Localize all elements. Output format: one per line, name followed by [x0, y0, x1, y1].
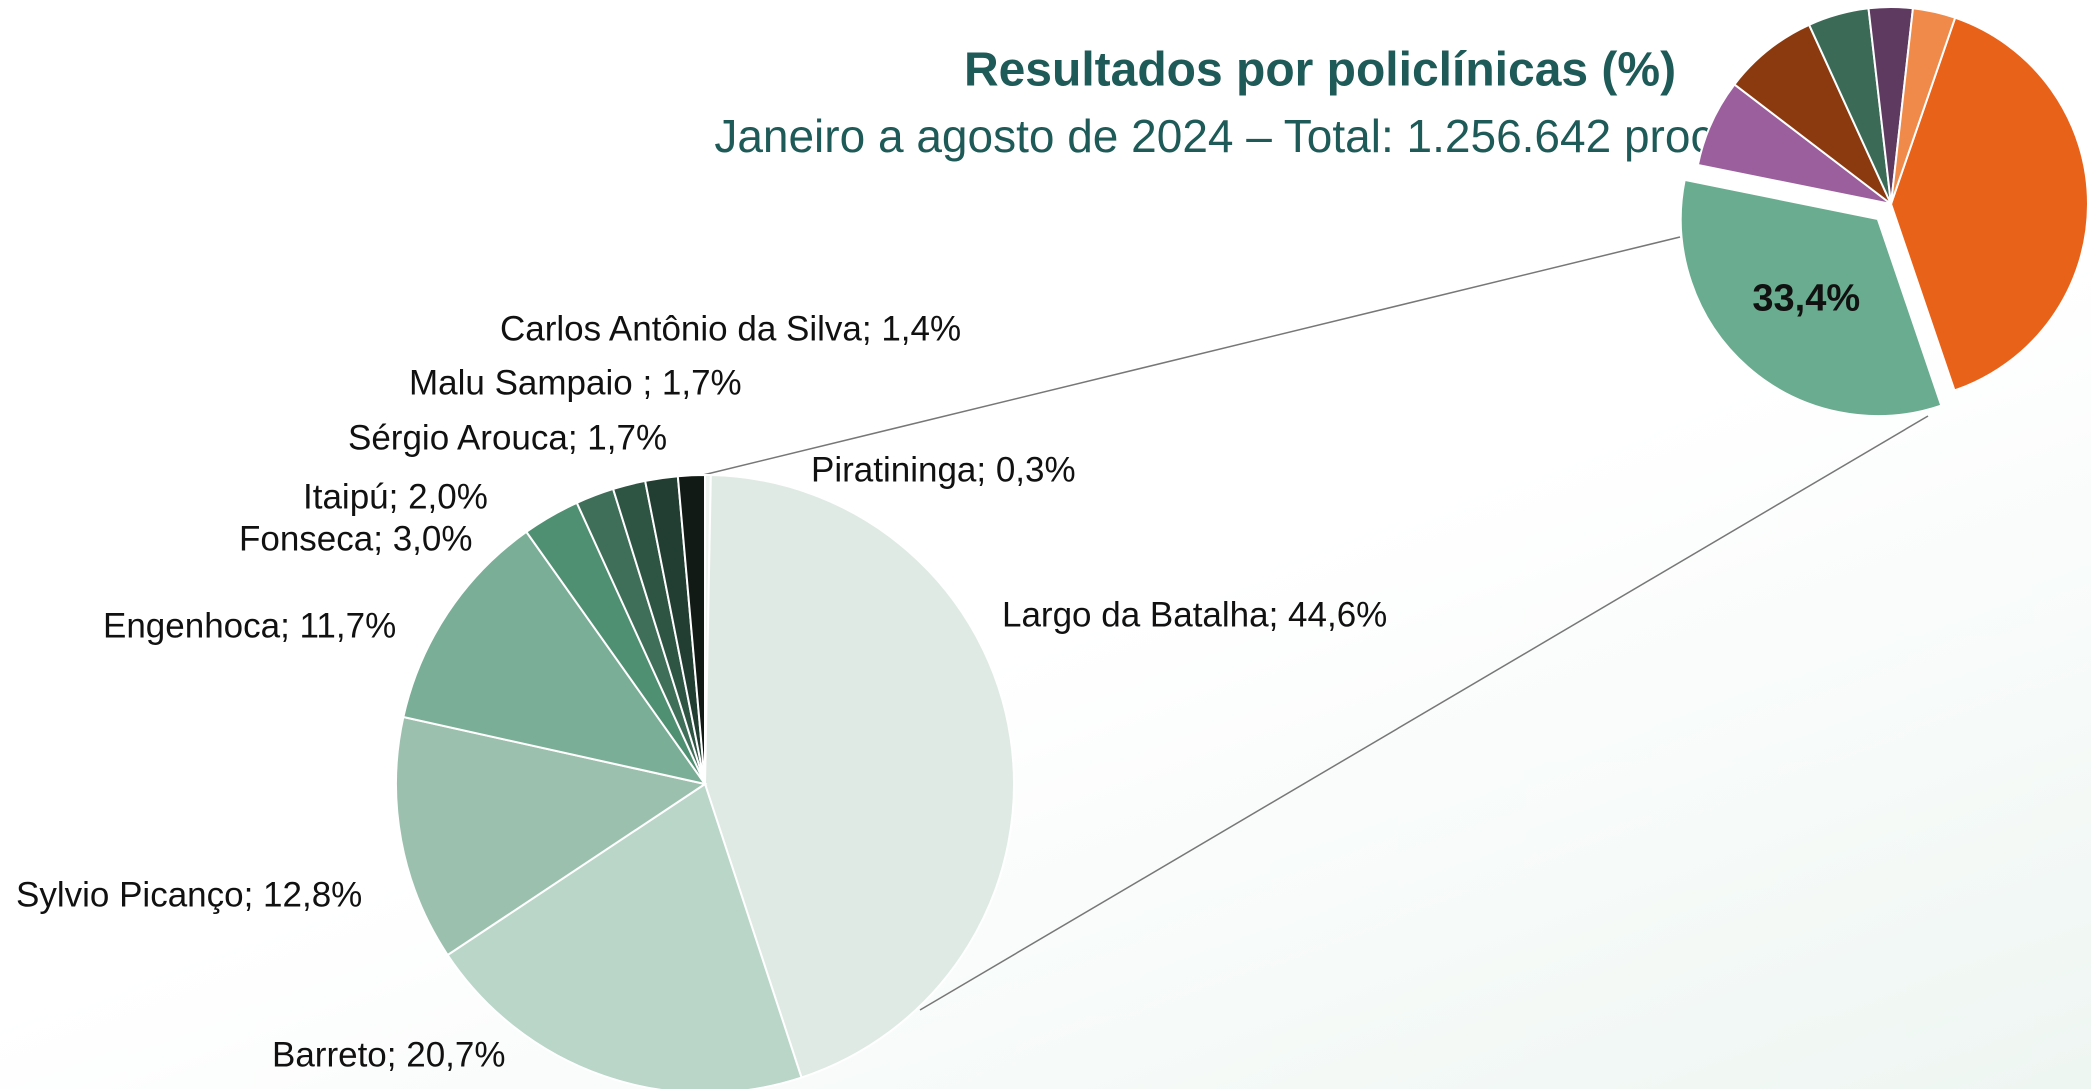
pie-slice — [1889, 16, 2090, 392]
slice-label: Sérgio Arouca; 1,7% — [348, 418, 667, 457]
pie-slice — [395, 715, 708, 957]
slice-label: Itaipú; 2,0% — [303, 477, 488, 516]
chart-title: Resultados por policlínicas (%) — [964, 44, 1676, 97]
value-label: 33,4% — [1752, 277, 1860, 319]
connector-line — [702, 236, 1681, 476]
pie-slice — [676, 473, 706, 785]
slice-label: Largo da Batalha; 44,6% — [1002, 595, 1387, 634]
connector-line — [919, 415, 1929, 1011]
slice-label: Piratininga; 0,3% — [811, 450, 1076, 489]
pie-slice — [1890, 7, 1957, 205]
pie-slice — [703, 474, 1015, 1079]
pie-slice — [402, 530, 708, 786]
slice-label: Sylvio Picanço; 12,8% — [16, 875, 362, 914]
slice-label: Fonseca; 3,0% — [239, 519, 472, 558]
slice-label: Carlos Antônio da Silva; 1,4% — [500, 309, 961, 348]
slice-label: Engenhoca; 11,7% — [103, 606, 396, 645]
slice-label: Malu Sampaio ; 1,7% — [409, 363, 742, 402]
pie-slice — [1733, 23, 1892, 205]
pie-slice — [1679, 178, 1943, 417]
slice-label: Barreto; 20,7% — [272, 1035, 505, 1074]
